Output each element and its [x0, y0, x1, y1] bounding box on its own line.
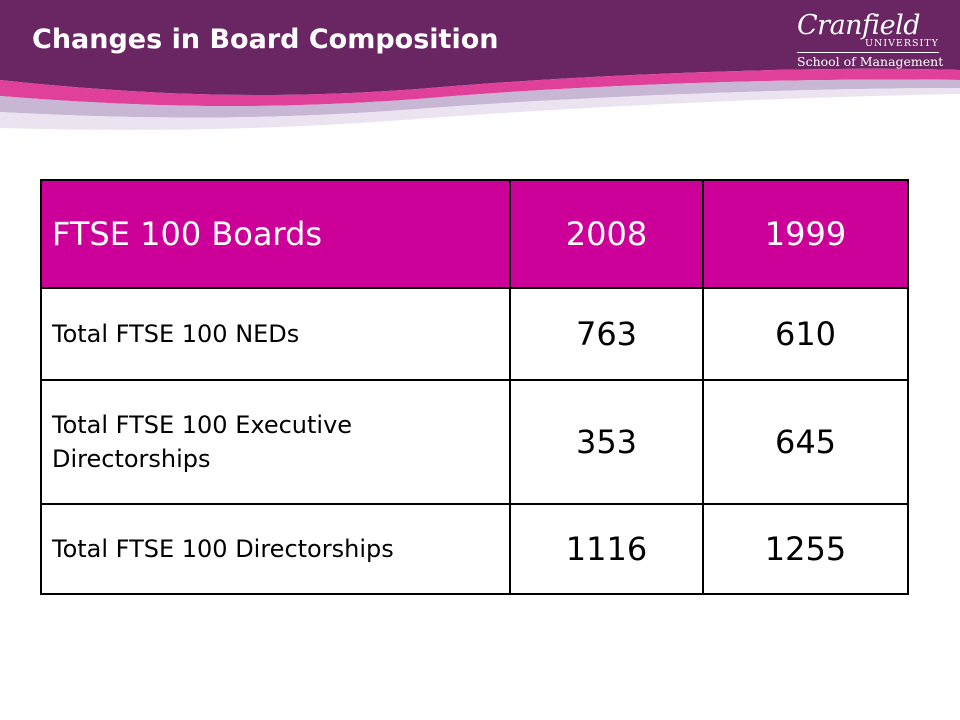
cell-2008: 763: [509, 287, 704, 381]
header-cell-1999: 1999: [702, 179, 909, 289]
header-cell-2008: 2008: [509, 179, 704, 289]
row-label: Total FTSE 100 Directorships: [40, 503, 511, 595]
header-purple-band: [0, 0, 960, 95]
cranfield-logo: Cranfield UNIVERSITY School of Managemen…: [793, 8, 945, 72]
logo-university: UNIVERSITY: [865, 38, 939, 49]
slide-title: Changes in Board Composition: [32, 24, 499, 55]
logo-wordmark: Cranfield: [797, 10, 921, 41]
table-row: Total FTSE 100 Directorships 1116 1255: [40, 503, 909, 595]
board-composition-table: FTSE 100 Boards 2008 1999 Total FTSE 100…: [40, 179, 909, 595]
header-banner: [0, 0, 960, 130]
header-swoosh-faint: [0, 88, 960, 130]
row-label: Total FTSE 100 NEDs: [40, 287, 511, 381]
table-row: Total FTSE 100 Executive Directorships 3…: [40, 379, 909, 505]
row-label: Total FTSE 100 Executive Directorships: [40, 379, 511, 505]
cell-1999: 610: [702, 287, 909, 381]
cell-1999: 1255: [702, 503, 909, 595]
table-row: Total FTSE 100 NEDs 763 610: [40, 287, 909, 381]
cell-2008: 353: [509, 379, 704, 505]
header-swoosh-lilac: [0, 79, 960, 118]
cell-2008: 1116: [509, 503, 704, 595]
logo-divider: [797, 52, 939, 53]
logo-school: School of Management: [797, 54, 944, 69]
header-cell-boards: FTSE 100 Boards: [40, 179, 511, 289]
table-header-row: FTSE 100 Boards 2008 1999: [40, 179, 909, 289]
header-swoosh-pink: [0, 68, 960, 107]
cell-1999: 645: [702, 379, 909, 505]
